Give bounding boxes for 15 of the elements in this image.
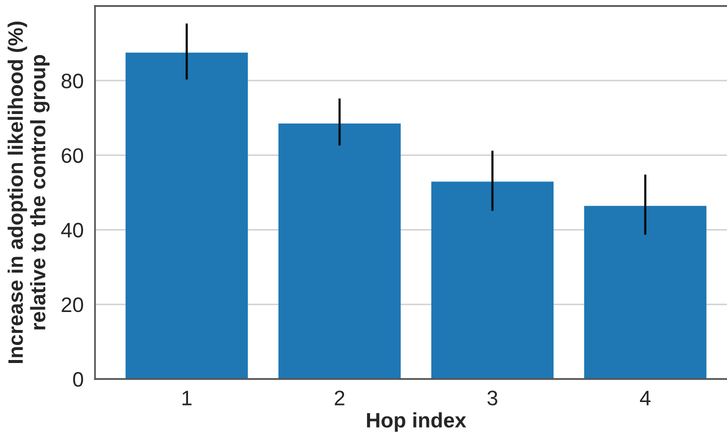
x-tick-label: 2 <box>334 390 344 406</box>
y-tick-label: 60 <box>62 148 84 163</box>
y-tick-label: 20 <box>62 297 84 312</box>
y-axis-title: Increase in adoption likelihood (%) relative to the control group <box>8 22 50 363</box>
bar <box>584 206 706 379</box>
x-tick-label: 1 <box>182 390 192 406</box>
x-tick-label: 3 <box>487 390 498 406</box>
x-tick-label: 4 <box>640 390 650 406</box>
bar <box>126 52 248 379</box>
bar <box>431 182 554 379</box>
bar <box>278 123 401 379</box>
x-axis-title: Hop index <box>367 412 466 432</box>
y-tick-label: 40 <box>61 222 84 238</box>
y-tick-label: 0 <box>73 372 84 387</box>
y-tick-label: 80 <box>62 74 84 88</box>
